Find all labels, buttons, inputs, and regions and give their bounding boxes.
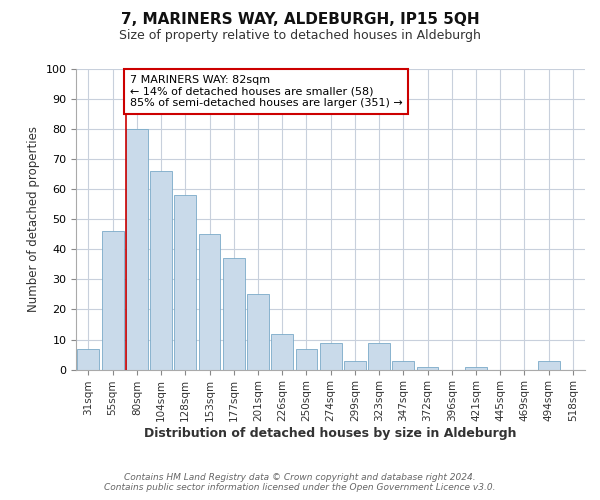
Bar: [150, 171, 172, 370]
Bar: [416, 366, 439, 370]
Bar: [102, 232, 124, 370]
Bar: [199, 234, 220, 370]
Text: 7 MARINERS WAY: 82sqm
← 14% of detached houses are smaller (58)
85% of semi-deta: 7 MARINERS WAY: 82sqm ← 14% of detached …: [130, 75, 403, 108]
Bar: [271, 334, 293, 370]
Bar: [344, 360, 366, 370]
Y-axis label: Number of detached properties: Number of detached properties: [27, 126, 40, 312]
Bar: [77, 348, 99, 370]
Bar: [175, 196, 196, 370]
Bar: [538, 360, 560, 370]
Text: Contains HM Land Registry data © Crown copyright and database right 2024.
Contai: Contains HM Land Registry data © Crown c…: [104, 473, 496, 492]
Bar: [320, 342, 341, 369]
Text: Size of property relative to detached houses in Aldeburgh: Size of property relative to detached ho…: [119, 29, 481, 42]
Text: 7, MARINERS WAY, ALDEBURGH, IP15 5QH: 7, MARINERS WAY, ALDEBURGH, IP15 5QH: [121, 12, 479, 28]
Bar: [126, 129, 148, 370]
Bar: [465, 366, 487, 370]
Bar: [392, 360, 414, 370]
Bar: [223, 258, 245, 370]
Bar: [368, 342, 390, 369]
X-axis label: Distribution of detached houses by size in Aldeburgh: Distribution of detached houses by size …: [145, 427, 517, 440]
Bar: [247, 294, 269, 370]
Bar: [296, 348, 317, 370]
